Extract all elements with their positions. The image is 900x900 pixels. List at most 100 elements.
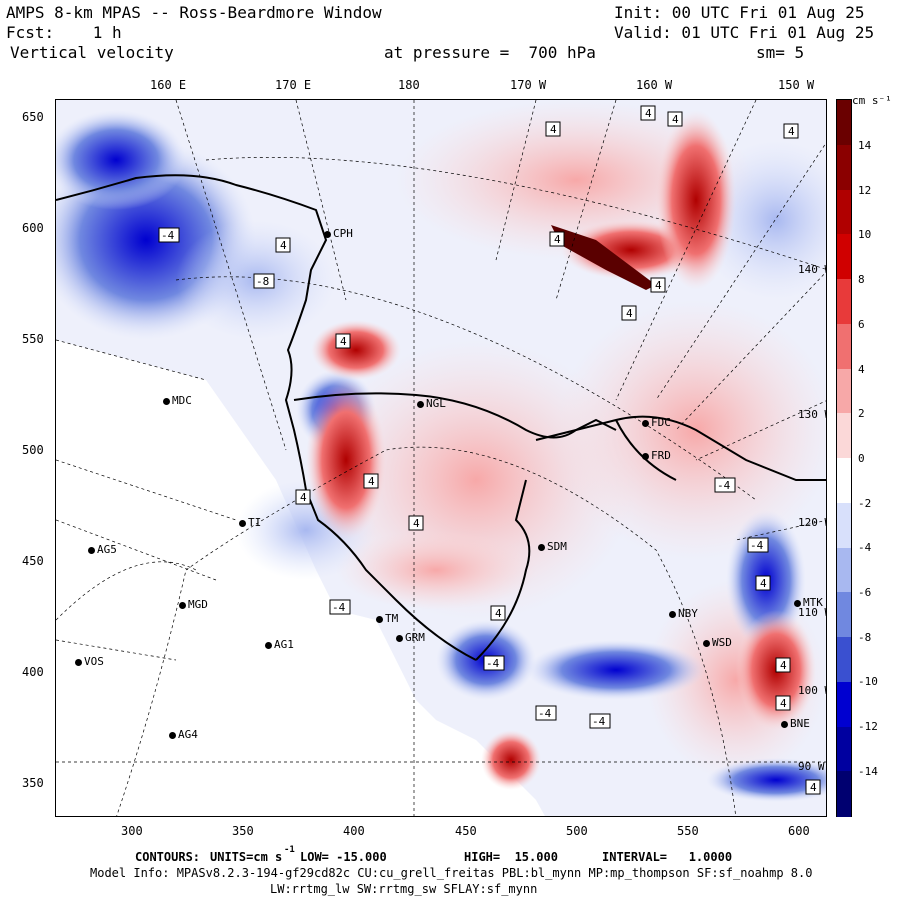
station-marker[interactable] [88,547,95,554]
svg-text:-4: -4 [538,707,552,720]
svg-text:4: 4 [554,233,561,246]
forecast-hour: Fcst: 1 h [6,23,122,42]
y-tick: 600 [22,221,44,235]
svg-text:-4: -4 [486,657,500,670]
colorbar-band [837,726,851,772]
station-marker[interactable] [417,401,424,408]
svg-text:4: 4 [672,113,679,126]
svg-text:4: 4 [760,577,767,590]
model-info: Model Info: MPASv8.2.3-194-gf29cd82c CU:… [90,866,813,880]
contour-label-box: -4 [158,227,180,243]
footer-high: HIGH= 15.000 [464,850,558,864]
station-marker[interactable] [781,721,788,728]
colorbar-band [837,144,851,190]
x-tick: 600 [788,824,810,838]
station-marker[interactable] [324,231,331,238]
top-tick: 170 W [510,78,547,92]
station-marker[interactable] [376,616,383,623]
contour-label-box: -4 [483,655,505,671]
station-marker[interactable] [75,659,82,666]
station-marker[interactable] [703,640,710,647]
y-tick: 350 [22,776,44,790]
valid-time: Valid: 01 UTC Fri 01 Aug 25 [614,23,875,42]
svg-text:4: 4 [368,475,375,488]
svg-text:-4: -4 [592,715,606,728]
footer-interval: INTERVAL= 1.0000 [602,850,733,864]
footer-contours: CONTOURS: [135,850,201,864]
contour-label-box: -8 [253,273,275,289]
model-info-2: LW:rrtmg_lw SW:rrtmg_sw SFLAY:sf_mynn [270,882,538,896]
smoothing: sm= 5 [756,43,805,62]
contour-label-box: 4 [621,305,637,321]
contour-label-box: -4 [329,599,351,615]
station-marker[interactable] [169,732,176,739]
svg-text:-4: -4 [332,601,346,614]
contour-label-box: 4 [775,657,791,673]
x-tick: 300 [121,824,143,838]
svg-text:4: 4 [810,781,817,794]
top-tick: 180 [398,78,420,92]
station-marker[interactable] [396,635,403,642]
map-title: AMPS 8-km MPAS -- Ross-Beardmore Window [6,3,382,22]
x-tick: 550 [677,824,699,838]
station-label: AG5 [97,543,117,556]
colorbar-band [837,368,851,414]
field-name: Vertical velocity [10,43,174,62]
station-marker[interactable] [239,520,246,527]
meridian-label: 100 W [798,684,827,697]
station-label: SDM [547,540,567,553]
station-label: VOS [84,655,104,668]
contour-label-box: -4 [714,477,736,493]
strong-ascent [306,380,386,540]
colorbar-tick-label: 2 [858,407,865,421]
station-label: FDC [651,416,671,429]
svg-text:-8: -8 [256,275,269,288]
colorbar-tick-label: -8 [858,630,872,644]
map-plot-area[interactable]: 4 4 4 4 -4 4 -8 4 4 4 4 4 4 4 -4 -4 4 -4… [55,99,827,817]
x-tick: 350 [232,824,254,838]
station-marker[interactable] [179,602,186,609]
contour-label-box: 4 [805,779,821,795]
contour-label-box: 4 [408,515,424,531]
top-tick: 170 E [275,78,312,92]
svg-text:4: 4 [788,125,795,138]
station-marker[interactable] [538,544,545,551]
colorbar-band [837,458,851,504]
colorbar-tick-label: 10 [858,228,872,242]
colorbar-band [837,189,851,235]
station-marker[interactable] [642,420,649,427]
colorbar-band [837,681,851,727]
negative-region [56,110,186,210]
contour-label-box: 4 [755,575,771,591]
colorbar-band [837,413,851,459]
colorbar-tick-label: 6 [858,317,865,331]
station-label: AG4 [178,728,198,741]
svg-text:4: 4 [780,659,787,672]
colorbar-tick-label: 8 [858,273,865,287]
coastline [56,174,826,661]
strong-ascent [311,320,401,380]
contour-label-box: -4 [535,705,557,721]
positive-region [556,300,826,560]
colorbar-units: cm s⁻¹ [852,94,892,107]
contour-label-box: 4 [775,695,791,711]
negative-region [706,758,826,802]
station-marker[interactable] [669,611,676,618]
contour-label-box: 4 [783,123,799,139]
footer-units: UNITS=cm s [210,850,283,864]
x-tick: 500 [566,824,588,838]
contour-label-box: 4 [363,473,379,489]
station-marker[interactable] [163,398,170,405]
svg-text:4: 4 [413,517,420,530]
svg-text:-4: -4 [717,479,731,492]
colorbar-tick-label: -10 [858,675,878,689]
colorbar-tick-label: -2 [858,496,872,510]
y-tick: 400 [22,665,44,679]
station-marker[interactable] [642,453,649,460]
contour-label-box: 4 [549,231,565,247]
station-marker[interactable] [794,600,801,607]
meridian-label: 90 W [798,760,825,773]
svg-text:-4: -4 [161,229,175,242]
station-marker[interactable] [265,642,272,649]
